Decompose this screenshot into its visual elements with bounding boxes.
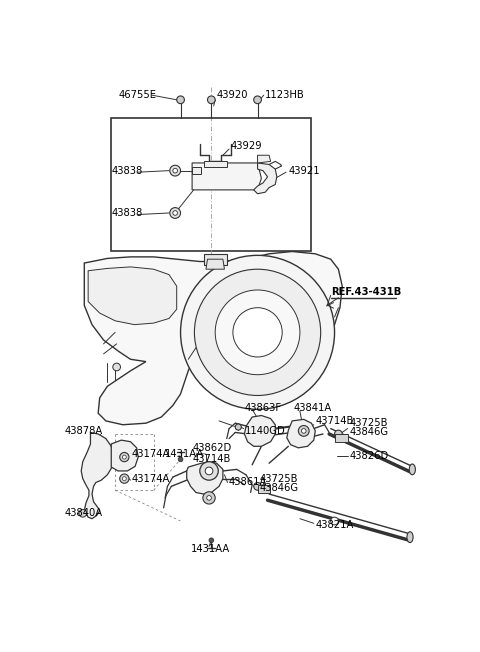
Circle shape [207, 96, 215, 104]
Text: 1431AA: 1431AA [165, 449, 204, 459]
Circle shape [173, 168, 178, 173]
Circle shape [203, 492, 215, 504]
Polygon shape [88, 267, 177, 325]
Circle shape [170, 165, 180, 176]
Polygon shape [81, 432, 114, 519]
Circle shape [194, 269, 321, 396]
Polygon shape [287, 419, 315, 448]
Polygon shape [258, 155, 271, 163]
Bar [258, 485, 270, 492]
Text: 43841A: 43841A [294, 403, 332, 413]
Polygon shape [187, 462, 223, 494]
Circle shape [215, 290, 300, 375]
Text: 43863F: 43863F [244, 403, 282, 413]
Circle shape [122, 477, 126, 481]
Circle shape [177, 96, 184, 104]
Ellipse shape [407, 532, 413, 542]
Circle shape [301, 428, 306, 433]
Circle shape [233, 308, 282, 357]
Circle shape [120, 452, 129, 462]
Text: 43878A: 43878A [65, 426, 103, 436]
Bar [335, 434, 348, 441]
Ellipse shape [409, 464, 415, 475]
Text: 1123HB: 1123HB [265, 90, 305, 100]
Circle shape [254, 482, 262, 490]
Circle shape [180, 256, 335, 409]
Text: 43846G: 43846G [350, 428, 389, 437]
Text: 43838: 43838 [111, 166, 143, 175]
Text: 43826D: 43826D [350, 451, 389, 460]
Circle shape [170, 207, 180, 218]
Text: 43862D: 43862D [192, 443, 231, 453]
Text: 43714B: 43714B [315, 416, 354, 426]
Polygon shape [111, 440, 138, 471]
Text: 43921: 43921 [288, 166, 320, 175]
Text: 43861A: 43861A [229, 477, 267, 488]
Polygon shape [84, 252, 342, 424]
Polygon shape [204, 162, 227, 167]
Text: 43714B: 43714B [192, 454, 230, 464]
Text: 1431AA: 1431AA [191, 544, 230, 554]
Circle shape [122, 455, 126, 459]
Circle shape [331, 517, 338, 525]
Polygon shape [204, 254, 227, 265]
Circle shape [200, 462, 218, 480]
Circle shape [173, 211, 178, 215]
Text: 43920: 43920 [217, 90, 248, 100]
Circle shape [254, 96, 262, 104]
Text: 43840A: 43840A [65, 509, 103, 518]
Circle shape [335, 430, 342, 438]
Circle shape [209, 538, 214, 542]
Text: 1140GD: 1140GD [244, 426, 285, 436]
Text: 46755E: 46755E [119, 90, 157, 100]
Text: 43846G: 43846G [260, 483, 299, 493]
Circle shape [178, 457, 183, 462]
Circle shape [79, 509, 86, 517]
Circle shape [235, 424, 241, 430]
Polygon shape [206, 259, 225, 269]
Text: 43725B: 43725B [260, 473, 299, 484]
Text: 43838: 43838 [111, 208, 143, 218]
Polygon shape [254, 163, 277, 194]
Polygon shape [192, 163, 262, 190]
Text: 43929: 43929 [230, 141, 262, 151]
Circle shape [207, 496, 211, 500]
Polygon shape [192, 167, 201, 175]
Circle shape [299, 426, 309, 436]
Text: 43725B: 43725B [350, 418, 388, 428]
Circle shape [113, 363, 120, 371]
Polygon shape [244, 415, 275, 447]
Text: REF.43-431B: REF.43-431B [331, 288, 401, 297]
Circle shape [205, 467, 213, 475]
Text: 43174A: 43174A [132, 449, 170, 459]
Bar [111, 118, 312, 252]
Text: 43174A: 43174A [132, 473, 170, 484]
Circle shape [120, 474, 129, 483]
Text: 43821A: 43821A [315, 520, 354, 530]
